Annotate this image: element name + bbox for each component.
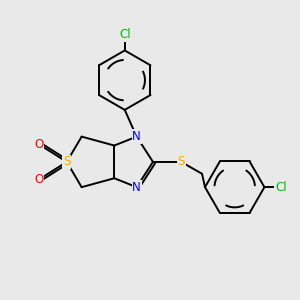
Text: Cl: Cl <box>275 181 286 194</box>
Text: O: O <box>34 138 43 151</box>
Text: O: O <box>34 173 43 186</box>
Text: Cl: Cl <box>119 28 130 41</box>
Text: N: N <box>132 130 141 143</box>
Text: S: S <box>178 155 185 168</box>
Text: N: N <box>132 181 141 194</box>
Text: S: S <box>63 155 70 168</box>
